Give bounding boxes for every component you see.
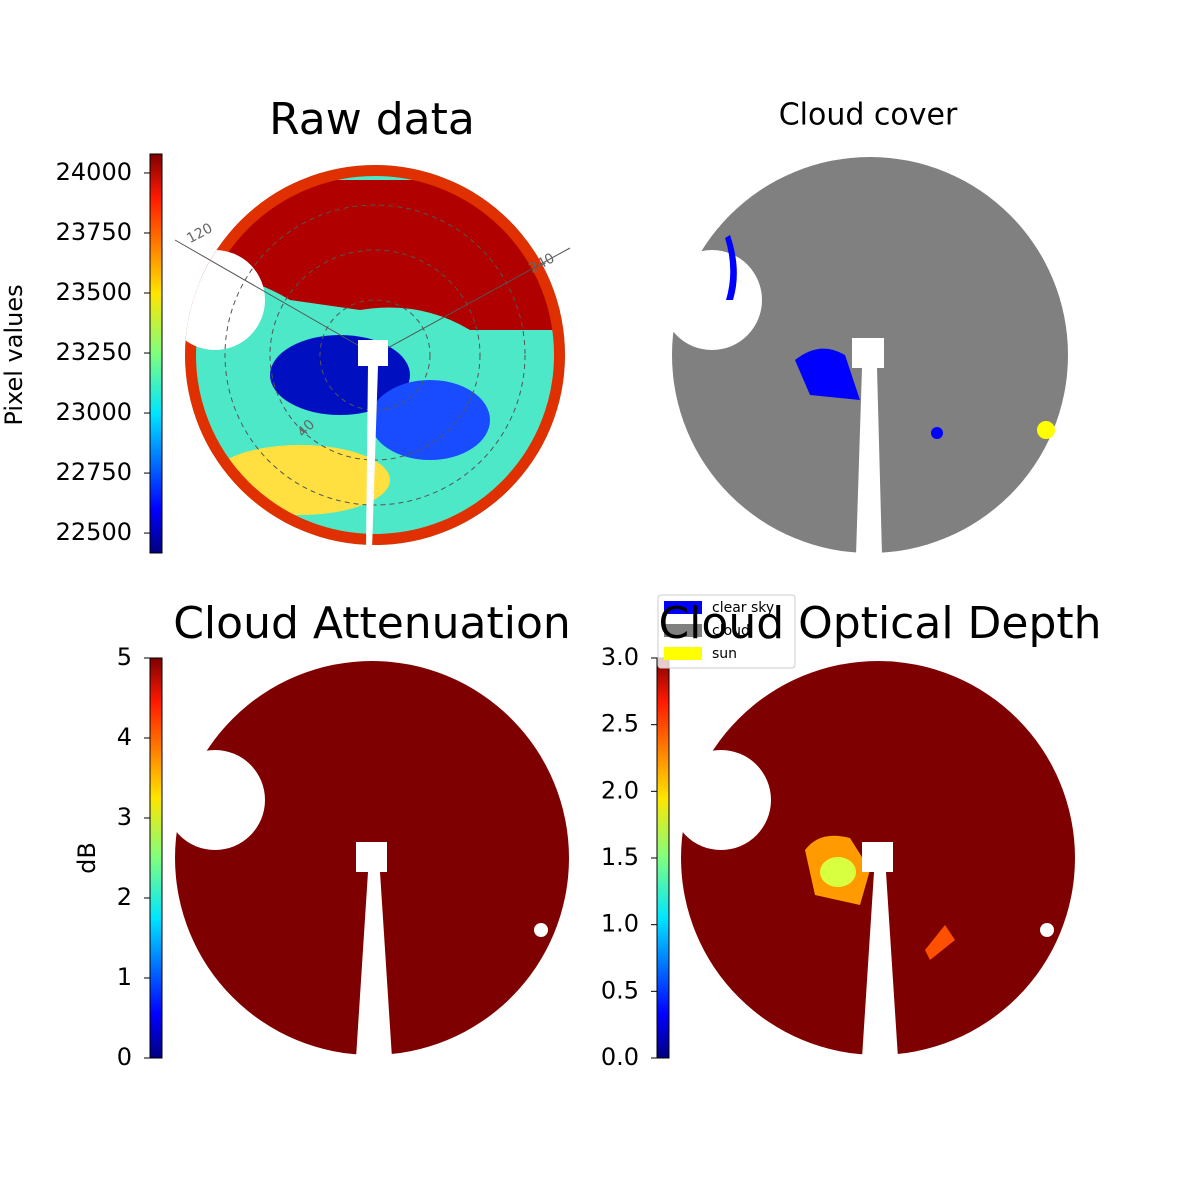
legend-label: clear sky xyxy=(712,600,774,616)
colorbar-label: Pixel values xyxy=(0,284,28,425)
colorbar-label: dB xyxy=(73,842,101,874)
mast xyxy=(358,340,388,550)
chart-title: Cloud Attenuation xyxy=(173,598,571,649)
colorbar xyxy=(656,657,670,1059)
colorbar-tick-label: 0.0 xyxy=(601,1043,639,1071)
legend-swatch xyxy=(664,601,702,614)
polar-grid xyxy=(174,204,571,506)
colorbar-tick-label: 23000 xyxy=(56,398,132,426)
legend-label: cloud xyxy=(712,623,750,639)
chart-title: Cloud cover xyxy=(779,98,958,133)
colorbar-tick-label: 23250 xyxy=(56,338,132,366)
colorbar-tick-label: 4 xyxy=(117,723,132,751)
colorbar-tick-label: 3 xyxy=(117,803,132,831)
colorbar-tick-label: 24000 xyxy=(56,158,132,186)
colorbar-tick-label: 22500 xyxy=(56,518,132,546)
colorbar-tick-label: 5 xyxy=(117,643,132,671)
colorbar-tick-label: 23500 xyxy=(56,278,132,306)
colorbar-tick-label: 2.0 xyxy=(601,776,639,804)
legend-swatch xyxy=(664,647,702,660)
legend-swatch xyxy=(664,624,702,637)
colorbar-tick-label: 23750 xyxy=(56,218,132,246)
colorbar-tick-label: 0.5 xyxy=(601,976,639,1004)
colorbar-tick-label: 0 xyxy=(117,1043,132,1071)
legend-label: sun xyxy=(712,646,737,662)
colorbar-tick-label: 2.5 xyxy=(601,710,639,738)
colorbar-tick-label: 1.5 xyxy=(601,843,639,871)
sky-image xyxy=(662,157,1068,555)
chart-title: Cloud Optical Depth xyxy=(658,598,1101,649)
colorbar-tick-label: 2 xyxy=(117,883,132,911)
colorbar xyxy=(149,153,163,554)
sky-image xyxy=(671,661,1075,1058)
colorbar xyxy=(149,657,163,1059)
colorbar-tick-label: 1 xyxy=(117,963,132,991)
colorbar-tick-label: 3.0 xyxy=(601,643,639,671)
chart-title: Raw data xyxy=(269,94,475,145)
colorbar-tick-label: 1.0 xyxy=(601,910,639,938)
sky-image xyxy=(165,661,569,1058)
polar-label: 120 xyxy=(184,220,215,247)
colorbar-tick-label: 22750 xyxy=(56,458,132,486)
